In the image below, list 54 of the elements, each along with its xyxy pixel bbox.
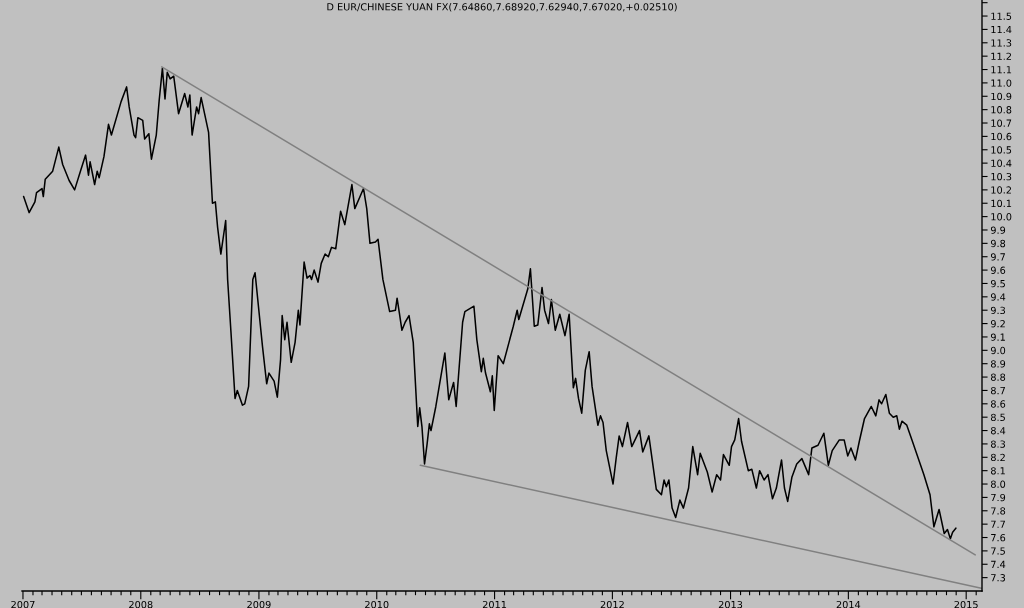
y-tick-label: 10.2 bbox=[991, 186, 1012, 194]
y-tick-label: 8.6 bbox=[990, 400, 1006, 408]
y-tick-label: 7.5 bbox=[991, 547, 1005, 555]
x-tick-label: 2011 bbox=[482, 600, 507, 608]
y-tick-label: 11.2 bbox=[991, 52, 1012, 60]
y-tick-label: 11.4 bbox=[991, 26, 1012, 34]
y-tick-label: 9.0 bbox=[990, 346, 1006, 355]
x-tick-label: 2013 bbox=[718, 600, 743, 608]
y-tick-label: 9.6 bbox=[990, 266, 1006, 274]
y-tick-label: 8.7 bbox=[990, 386, 1005, 395]
y-tick-label: 7.8 bbox=[991, 507, 1006, 515]
y-tick-label: 8.0 bbox=[990, 480, 1006, 488]
y-tick-label: 9.7 bbox=[990, 253, 1005, 261]
y-tick-label: 11.1 bbox=[991, 66, 1012, 74]
y-tick-label: 7.6 bbox=[991, 533, 1006, 542]
y-tick-label: 10.8 bbox=[991, 106, 1012, 114]
y-tick-label: 11.3 bbox=[991, 39, 1012, 47]
x-tick-label: 2009 bbox=[247, 600, 271, 608]
x-tick-label: 2014 bbox=[836, 600, 861, 608]
y-tick-label: 8.8 bbox=[990, 373, 1006, 381]
y-tick-label: 10.1 bbox=[991, 199, 1012, 208]
y-tick-label: 10.6 bbox=[991, 132, 1012, 141]
y-tick-label: 9.3 bbox=[990, 306, 1006, 315]
y-tick-label: 7.3 bbox=[991, 574, 1006, 582]
x-tick-label: 2015 bbox=[954, 600, 978, 608]
y-tick-label: 9.9 bbox=[990, 226, 1006, 234]
line-series bbox=[22, 67, 957, 540]
y-tick-label: 10.7 bbox=[991, 119, 1012, 127]
y-tick-label: 10.3 bbox=[991, 172, 1012, 181]
x-tick-label: 2007 bbox=[11, 600, 35, 608]
y-tick-label: 8.5 bbox=[990, 413, 1005, 422]
x-tick-label: 2012 bbox=[600, 600, 624, 608]
y-tick-label: 10.4 bbox=[991, 159, 1012, 167]
y-tick-label: 9.2 bbox=[990, 320, 1005, 328]
y-tick-label: 8.9 bbox=[990, 360, 1006, 368]
y-tick-label: 9.1 bbox=[990, 333, 1005, 341]
y-tick-label: 8.3 bbox=[990, 440, 1006, 448]
chart-title: D EUR/CHINESE YUAN FX(7.64860,7.68920,7.62940,7.67020,+0.02510) bbox=[327, 2, 677, 12]
y-tick-label: 9.4 bbox=[990, 293, 1006, 301]
y-tick-label: 9.8 bbox=[990, 239, 1006, 248]
y-tick-label: 10.5 bbox=[991, 146, 1012, 154]
y-tick-label: 7.9 bbox=[991, 493, 1006, 502]
y-tick-label: 7.4 bbox=[991, 560, 1006, 568]
y-tick-label: 8.4 bbox=[990, 427, 1006, 435]
y-tick-label: 8.2 bbox=[990, 453, 1005, 462]
y-tick-label: 7.7 bbox=[991, 520, 1005, 528]
y-tick-label: 8.1 bbox=[990, 467, 1005, 475]
y-tick-label: 10.0 bbox=[991, 213, 1012, 221]
x-tick-label: 2010 bbox=[365, 600, 389, 608]
y-tick-label: 9.5 bbox=[990, 279, 1005, 288]
y-tick-label: 11.5 bbox=[991, 12, 1012, 20]
x-tick-label: 2008 bbox=[129, 600, 153, 608]
y-tick-label: 10.9 bbox=[991, 92, 1012, 101]
y-tick-label: 11.0 bbox=[991, 79, 1012, 87]
